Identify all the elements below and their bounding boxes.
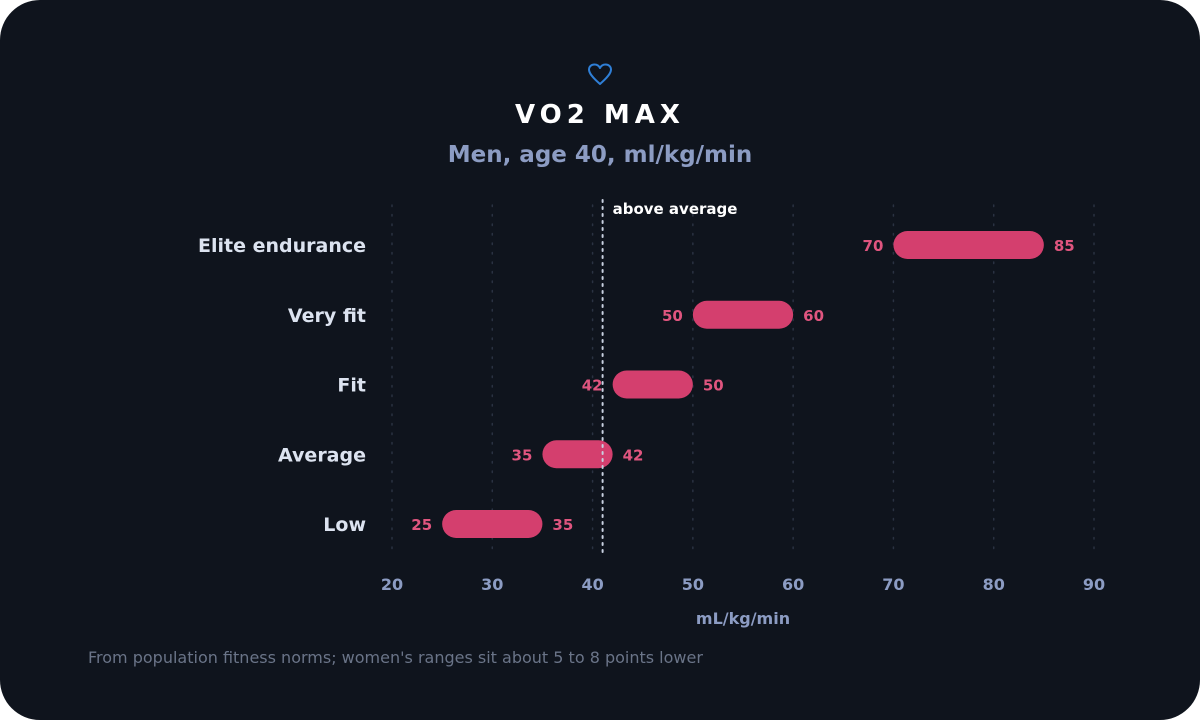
category-label: Elite endurance (198, 235, 366, 257)
chart-title: VO2 MAX (515, 100, 685, 130)
reference-label: above average (613, 200, 738, 218)
x-tick-label: 70 (882, 575, 904, 594)
x-tick-label: 30 (481, 575, 503, 594)
x-axis-label: mL/kg/min (696, 609, 790, 628)
x-tick-label: 20 (381, 575, 403, 594)
range-bar (612, 370, 693, 399)
range-min-label: 25 (411, 516, 432, 534)
chart-subtitle: Men, age 40, ml/kg/min (447, 142, 753, 168)
range-bar (442, 510, 543, 538)
range-min-label: 70 (863, 237, 884, 255)
footnote: From population fitness norms; women's r… (88, 648, 703, 667)
x-tick-label: 50 (682, 575, 704, 594)
range-max-label: 50 (703, 377, 724, 395)
x-tick-label: 40 (581, 575, 603, 594)
category-label: Low (323, 514, 366, 536)
range-max-label: 60 (803, 307, 824, 325)
range-max-label: 35 (552, 516, 573, 534)
x-tick-label: 80 (983, 575, 1005, 594)
category-label: Average (278, 444, 366, 466)
range-max-label: 85 (1054, 237, 1075, 255)
range-min-label: 42 (582, 377, 603, 395)
range-bar (893, 231, 1044, 259)
x-tick-label: 90 (1083, 575, 1105, 594)
range-bar (692, 300, 794, 329)
x-tick-label: 60 (782, 575, 804, 594)
category-label: Fit (337, 375, 366, 397)
range-min-label: 35 (512, 446, 533, 464)
range-min-label: 50 (662, 307, 683, 325)
category-label: Very fit (288, 305, 366, 327)
range-bar (542, 440, 613, 469)
heart-icon (588, 63, 612, 85)
range-max-label: 42 (623, 446, 644, 464)
